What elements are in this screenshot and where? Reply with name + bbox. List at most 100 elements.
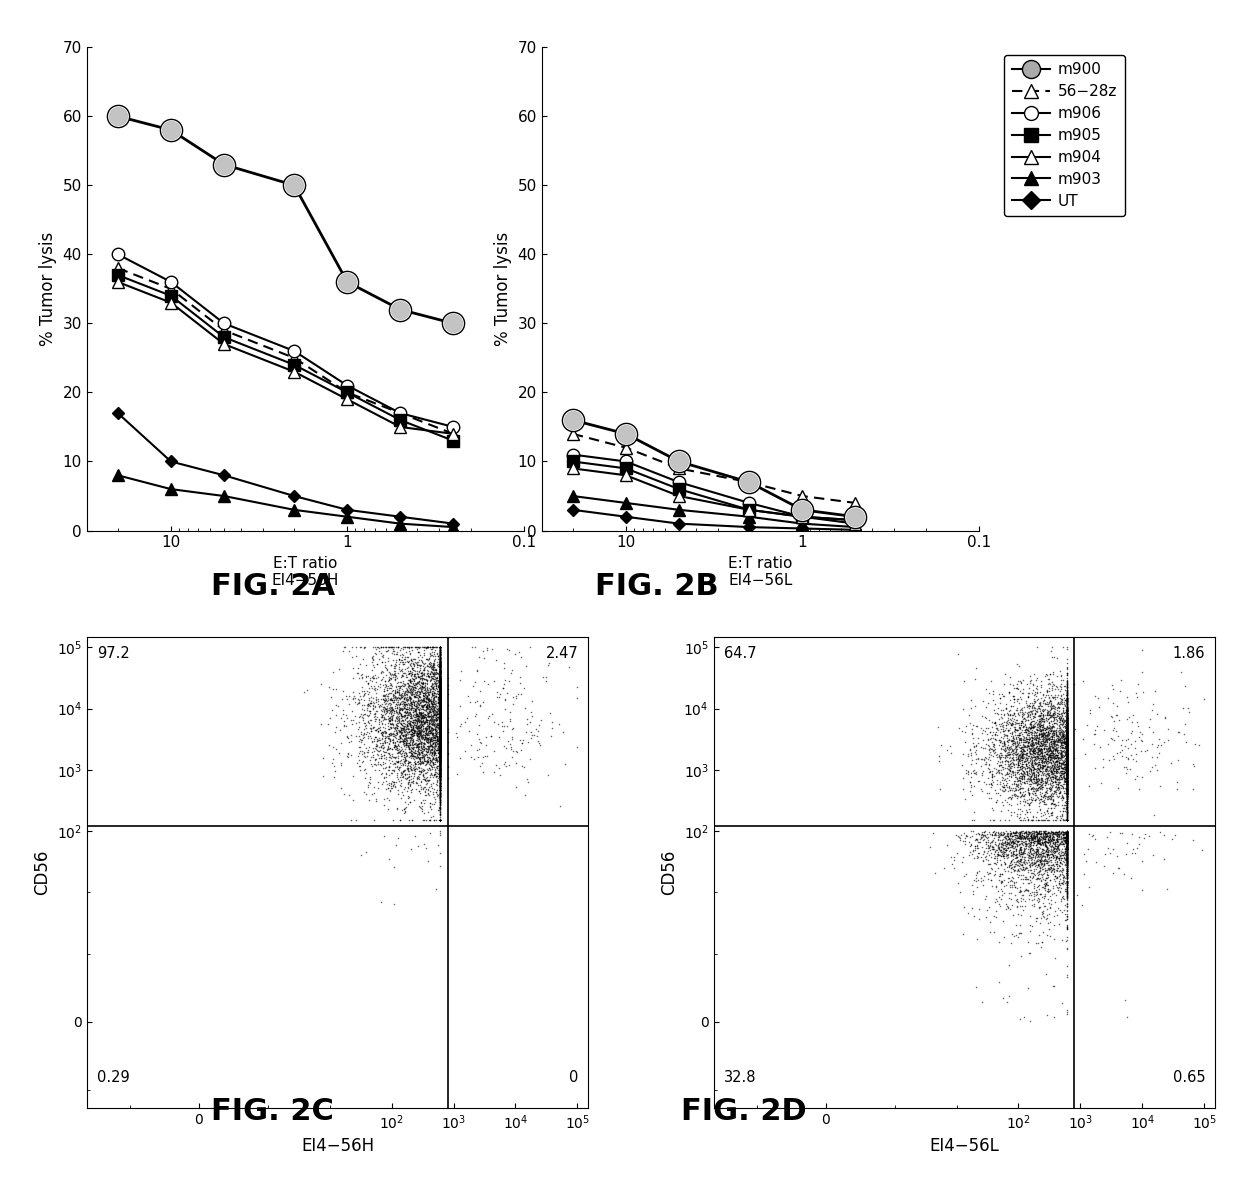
Point: [410, 664, 430, 683]
Point: [430, 657, 450, 676]
Point: [1147, 747, 1167, 766]
Point: [1018, 845, 1038, 864]
Point: [430, 724, 450, 743]
Point: [404, 725, 424, 744]
Point: [415, 755, 435, 773]
Point: [430, 696, 450, 714]
Point: [353, 725, 373, 744]
Point: [1056, 738, 1076, 757]
Point: [430, 709, 450, 727]
Point: [430, 656, 450, 674]
Point: [430, 714, 450, 733]
Point: [1049, 702, 1069, 720]
Point: [430, 731, 450, 750]
Point: [1018, 711, 1038, 730]
Point: [430, 717, 450, 736]
Point: [430, 680, 450, 699]
Point: [1056, 698, 1076, 717]
Point: [978, 854, 998, 872]
Point: [373, 758, 393, 777]
Point: [430, 724, 450, 743]
Point: [430, 668, 450, 687]
Point: [430, 738, 450, 757]
Point: [429, 713, 449, 732]
Point: [1056, 773, 1076, 792]
Point: [1014, 841, 1034, 859]
Point: [372, 723, 392, 742]
Point: [430, 704, 450, 723]
Point: [1042, 717, 1061, 736]
Point: [1056, 717, 1076, 736]
Point: [408, 718, 428, 737]
Point: [335, 784, 355, 803]
Point: [1008, 753, 1028, 772]
Point: [1040, 752, 1060, 771]
Point: [430, 773, 450, 792]
Point: [413, 689, 433, 707]
Point: [506, 742, 526, 760]
Point: [1056, 795, 1076, 814]
Point: [1054, 717, 1074, 736]
Point: [430, 732, 450, 751]
Point: [1056, 762, 1076, 780]
Point: [1037, 869, 1056, 888]
Point: [1056, 750, 1076, 769]
Point: [1056, 750, 1076, 769]
Point: [1038, 823, 1058, 842]
Point: [430, 756, 450, 775]
Point: [371, 638, 391, 657]
Point: [430, 732, 450, 751]
Point: [1056, 730, 1076, 749]
Point: [418, 704, 438, 723]
Point: [351, 723, 371, 742]
Point: [430, 751, 450, 770]
Point: [1056, 720, 1076, 739]
Point: [1056, 791, 1076, 810]
Point: [1056, 684, 1076, 703]
Point: [1056, 707, 1076, 726]
Point: [430, 719, 450, 738]
Point: [1022, 724, 1042, 743]
Point: [430, 712, 450, 731]
Point: [1048, 763, 1068, 782]
Point: [1033, 726, 1053, 745]
Point: [423, 659, 443, 678]
Point: [1056, 855, 1076, 874]
Point: [967, 750, 987, 769]
Point: [1056, 834, 1076, 852]
Point: [1030, 801, 1050, 819]
Point: [1056, 872, 1076, 891]
Point: [1056, 735, 1076, 753]
Point: [415, 771, 435, 790]
Point: [430, 731, 450, 750]
Point: [1047, 777, 1066, 796]
Point: [512, 733, 532, 752]
Point: [362, 667, 382, 686]
Point: [1056, 828, 1076, 847]
Point: [365, 722, 384, 740]
Point: [430, 685, 450, 704]
Point: [1037, 730, 1056, 749]
Point: [1025, 885, 1045, 904]
Point: [430, 685, 450, 704]
Point: [1056, 811, 1076, 830]
Point: [420, 744, 440, 763]
Point: [430, 691, 450, 710]
Point: [423, 696, 443, 714]
Text: FIG. 2D: FIG. 2D: [681, 1096, 807, 1126]
Point: [1007, 714, 1027, 733]
Point: [1056, 811, 1076, 830]
Point: [1030, 844, 1050, 863]
Point: [1053, 768, 1073, 786]
Point: [372, 661, 392, 680]
Point: [430, 716, 450, 735]
Point: [1009, 849, 1029, 868]
Point: [1039, 881, 1059, 900]
Point: [423, 657, 443, 676]
Point: [430, 714, 450, 733]
Point: [430, 764, 450, 783]
Point: [1056, 823, 1076, 842]
Point: [415, 782, 435, 801]
Point: [1056, 764, 1076, 783]
Point: [429, 798, 449, 817]
